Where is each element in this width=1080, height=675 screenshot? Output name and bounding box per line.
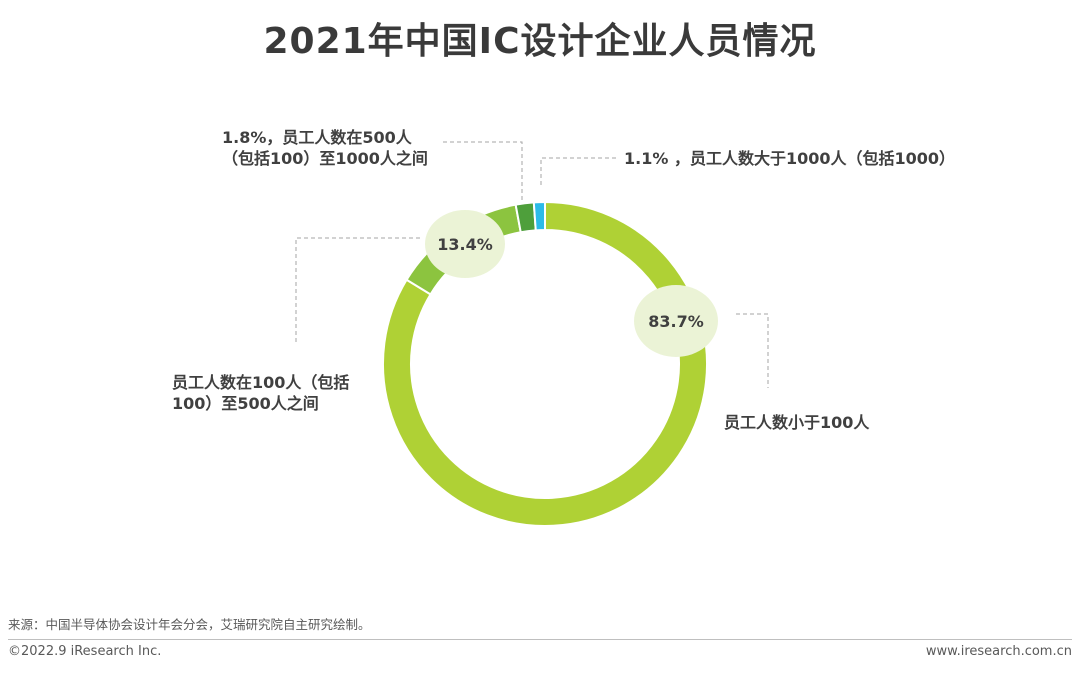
copyright: ©2022.9 iResearch Inc. — [8, 644, 162, 659]
label-100to500-line2: 100）至500人之间 — [172, 394, 319, 413]
value-bubble-100to500: 13.4% — [425, 210, 505, 278]
label-over1000: 1.1% ，员工人数大于1000人（包括1000） — [624, 148, 955, 169]
leader-line-500to1000 — [443, 141, 523, 200]
label-100to500: 员工人数在100人（包括 100）至500人之间 — [172, 372, 349, 414]
donut-slice-over1000 — [532, 200, 546, 232]
label-under100: 员工人数小于100人 — [724, 412, 869, 433]
leader-line-over1000 — [540, 157, 617, 185]
source-note: 来源：中国半导体协会设计年会分会，艾瑞研究院自主研究绘制。 — [8, 617, 371, 632]
label-over1000-text: 1.1% ，员工人数大于1000人（包括1000） — [624, 149, 956, 168]
value-bubble-under100-shape — [634, 285, 718, 357]
donut-slice-under100 — [382, 200, 708, 527]
leader-line-under100 — [736, 313, 769, 388]
value-bubble-100to500-shape — [425, 210, 505, 278]
label-500to1000-line1: 1.8%，员工人数在500人 — [222, 128, 412, 147]
website-link[interactable]: www.iresearch.com.cn — [925, 644, 1072, 659]
value-label-under100: 83.7% — [648, 312, 704, 331]
chart-title: 2021年中国IC设计企业人员情况 — [263, 21, 817, 62]
label-500to1000: 1.8%，员工人数在500人 （包括100）至1000人之间 — [222, 127, 428, 169]
label-100to500-line1: 员工人数在100人（包括 — [172, 373, 350, 392]
footer-divider — [8, 639, 1072, 640]
leader-lines — [295, 141, 769, 388]
value-label-100to500: 13.4% — [437, 235, 493, 254]
label-under100-text: 员工人数小于100人 — [724, 413, 870, 432]
label-500to1000-line2: （包括100）至1000人之间 — [222, 149, 428, 168]
value-bubble-under100: 83.7% — [634, 285, 718, 357]
